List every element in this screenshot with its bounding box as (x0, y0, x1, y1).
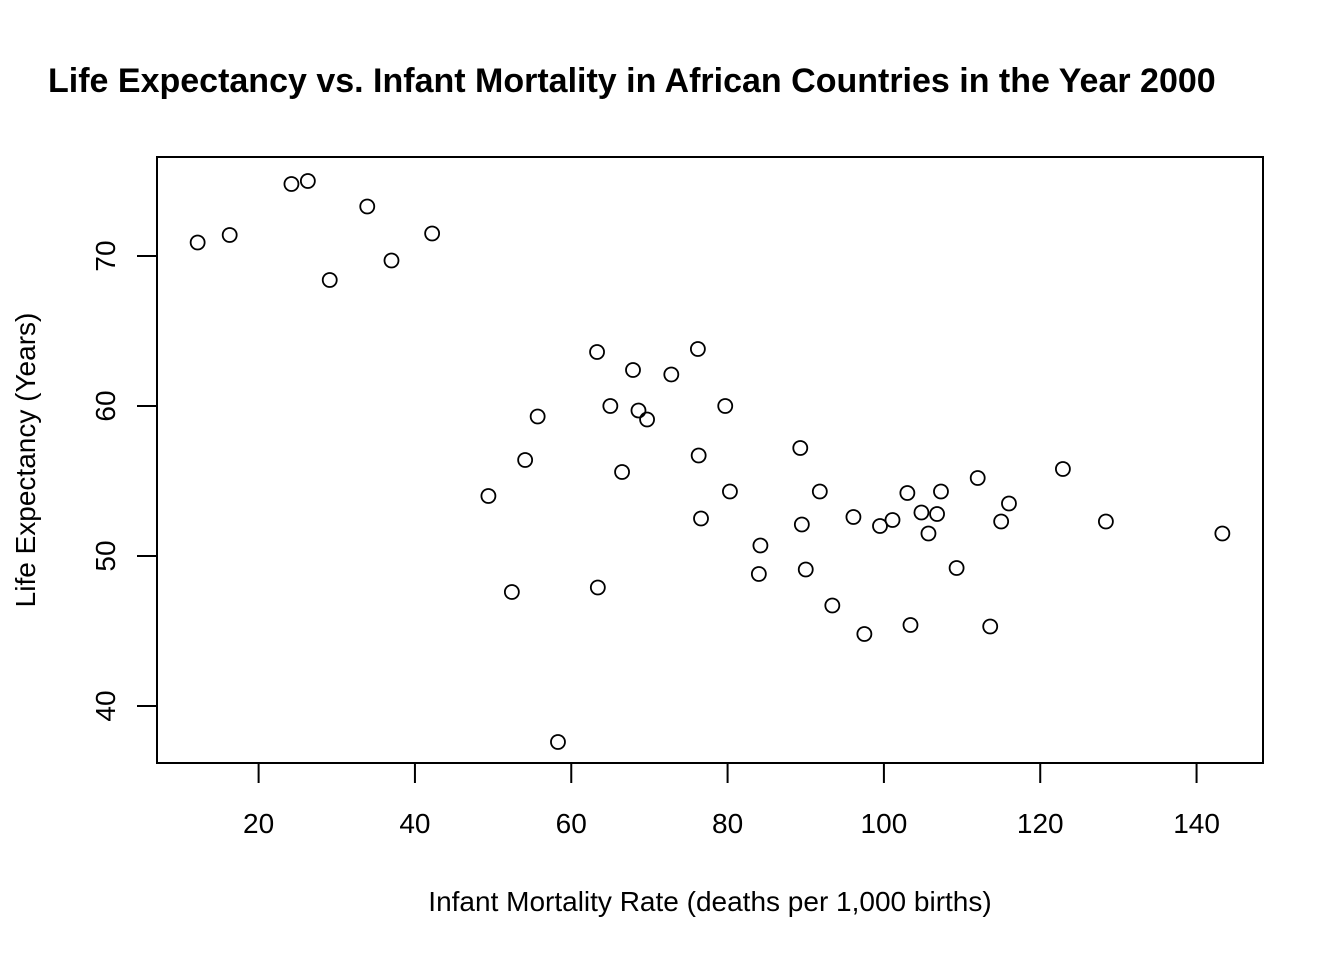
data-point (993, 513, 1010, 530)
data-point (517, 452, 534, 468)
y-tick-label: 70 (90, 240, 121, 271)
data-point (663, 366, 680, 383)
data-point (221, 227, 238, 243)
data-point (480, 488, 497, 504)
data-point (929, 506, 945, 522)
data-point (693, 510, 709, 527)
y-tick-label: 60 (90, 390, 121, 421)
data-point (359, 198, 376, 215)
data-point (1214, 525, 1231, 542)
data-point (424, 225, 441, 242)
data-point (872, 518, 888, 534)
data-point (902, 617, 919, 633)
x-axis-label: Infant Mortality Rate (deaths per 1,000 … (428, 886, 991, 917)
data-point (792, 440, 809, 456)
x-tick-label: 120 (1017, 808, 1064, 839)
data-point (602, 398, 619, 414)
data-point (625, 362, 641, 378)
data-point (639, 411, 655, 428)
data-point (845, 509, 862, 525)
data-point (856, 626, 873, 642)
data-point (1055, 461, 1071, 477)
data-point (1097, 513, 1114, 530)
data-point (811, 483, 828, 500)
data-point (948, 560, 965, 576)
data-point (503, 584, 520, 600)
data-point (589, 579, 606, 596)
data-point (630, 402, 647, 419)
x-tick-label: 60 (556, 808, 587, 839)
data-point (933, 483, 949, 500)
data-point (884, 512, 901, 528)
data-point (722, 483, 738, 500)
data-points (189, 173, 1231, 750)
data-point (899, 485, 916, 501)
data-point (717, 398, 734, 414)
data-point (321, 272, 338, 288)
data-point (689, 341, 706, 357)
data-point (189, 234, 206, 251)
x-tick-label: 140 (1173, 808, 1220, 839)
data-point (793, 516, 810, 533)
data-point (1001, 495, 1017, 512)
y-axis: 40 50 60 70 (90, 240, 157, 722)
x-tick-label: 100 (861, 808, 908, 839)
data-point (750, 566, 767, 582)
data-point (752, 537, 769, 554)
y-tick-label: 50 (90, 540, 121, 571)
plot-frame (156, 156, 1264, 764)
chart-title: Life Expectancy vs. Infant Mortality in … (48, 62, 1216, 100)
data-point (920, 525, 937, 542)
data-point (614, 464, 630, 480)
data-point (299, 173, 316, 189)
data-point (690, 447, 707, 464)
data-point (589, 344, 605, 360)
data-point (913, 504, 930, 521)
data-point (529, 408, 546, 425)
y-tick-label: 40 (90, 690, 121, 721)
data-point (383, 252, 400, 269)
x-axis: 20 40 60 80 100 120 140 (243, 763, 1220, 839)
data-point (283, 176, 300, 192)
y-axis-label: Life Expectancy (Years) (10, 313, 41, 608)
data-point (797, 561, 814, 578)
data-point (982, 618, 999, 635)
data-point (550, 734, 566, 750)
data-point (969, 470, 986, 486)
x-tick-label: 40 (399, 808, 430, 839)
x-tick-label: 80 (712, 808, 743, 839)
x-tick-label: 20 (243, 808, 274, 839)
data-point (824, 597, 841, 614)
